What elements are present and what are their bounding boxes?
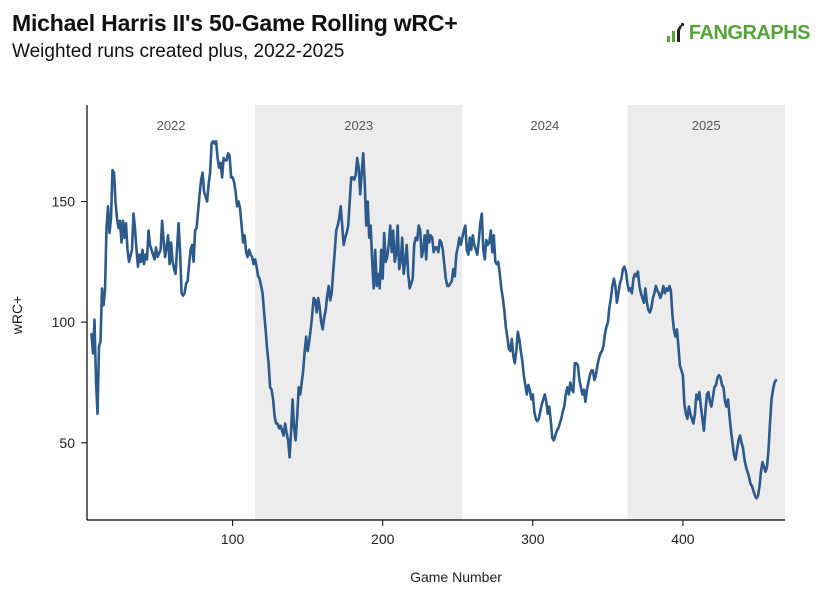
chart-subtitle: Weighted runs created plus, 2022-2025 xyxy=(12,41,345,62)
season-label-2025: 2025 xyxy=(692,118,721,133)
x-tick-label: 200 xyxy=(371,531,395,547)
season-label-2022: 2022 xyxy=(157,118,186,133)
series-line-0 xyxy=(90,139,778,500)
x-axis-label: Game Number xyxy=(410,569,502,585)
season-label-2023: 2023 xyxy=(344,118,373,133)
series-group xyxy=(90,139,778,500)
chart-title: Michael Harris II's 50-Game Rolling wRC+ xyxy=(12,10,458,36)
season-bands xyxy=(255,105,785,520)
y-ticks: 50 100 150 xyxy=(52,194,87,451)
season-band-2025 xyxy=(627,105,785,520)
season-labels: 2022 2023 2024 2025 xyxy=(157,118,721,133)
fangraphs-logo: FANGRAPHS xyxy=(665,21,811,44)
x-tick-label: 100 xyxy=(221,531,245,547)
x-tick-label: 400 xyxy=(671,531,695,547)
x-tick-label: 300 xyxy=(521,531,545,547)
fangraphs-wordmark: FANGRAPHS xyxy=(688,21,811,44)
season-label-2024: 2024 xyxy=(530,118,559,133)
batter-silhouette-icon xyxy=(666,22,685,42)
axes xyxy=(86,105,785,521)
y-tick-label: 150 xyxy=(52,194,76,210)
y-tick-label: 100 xyxy=(52,314,76,330)
y-axis-label: wRC+ xyxy=(9,296,25,336)
y-tick-label: 50 xyxy=(59,435,75,451)
x-ticks: 100 200 300 400 xyxy=(221,520,695,547)
